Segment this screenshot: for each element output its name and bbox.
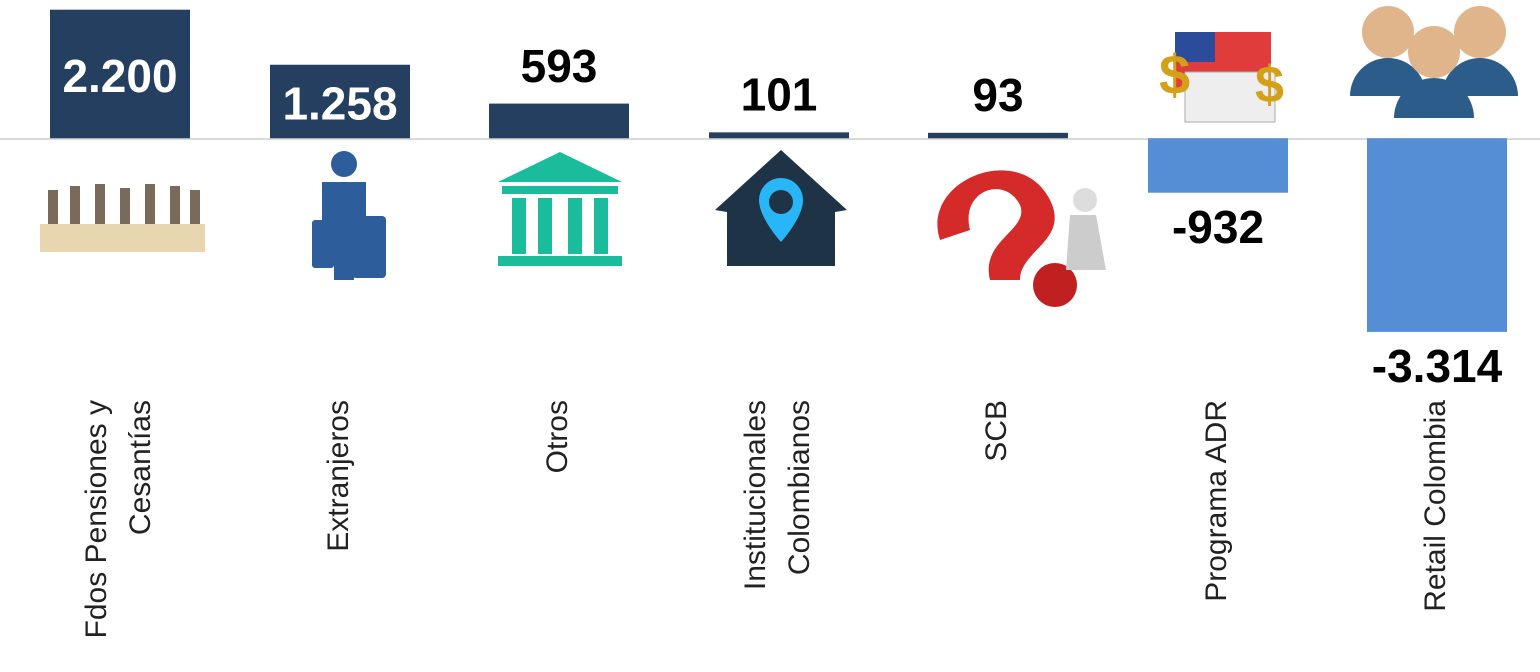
category-label: SCB: [980, 400, 1013, 462]
bar: [1367, 138, 1507, 332]
bar: [709, 132, 849, 138]
icons: $ $: [40, 6, 1518, 307]
bar: [489, 104, 629, 139]
house-icon: [715, 150, 847, 266]
adr-icon: $ $: [1159, 32, 1284, 122]
bar: [928, 133, 1068, 138]
question-icon: [937, 170, 1106, 307]
bank-icon: [498, 152, 622, 266]
pension-icon: [40, 184, 205, 252]
chart: $ $ 2.200 Fdos Pensiones yCesantías 1.258 E…: [0, 0, 1540, 672]
value-label: -3.314: [1372, 340, 1503, 392]
category-label: Programa ADR: [1200, 400, 1233, 602]
value-label: 2.200: [62, 50, 177, 102]
category-label: Otros: [541, 400, 574, 473]
category-label: Retail Colombia: [1419, 400, 1452, 612]
value-label: 593: [521, 40, 598, 92]
svg-text:$: $: [1159, 43, 1190, 106]
value-label: 101: [741, 69, 818, 121]
svg-text:$: $: [1255, 56, 1284, 114]
bar: [1148, 138, 1288, 192]
value-label: -932: [1172, 201, 1264, 253]
traveler-icon: [312, 151, 386, 280]
value-label: 93: [972, 69, 1023, 121]
category-label: Extranjeros: [322, 400, 355, 552]
value-label: 1.258: [282, 78, 397, 130]
people-icon: [1350, 6, 1518, 118]
